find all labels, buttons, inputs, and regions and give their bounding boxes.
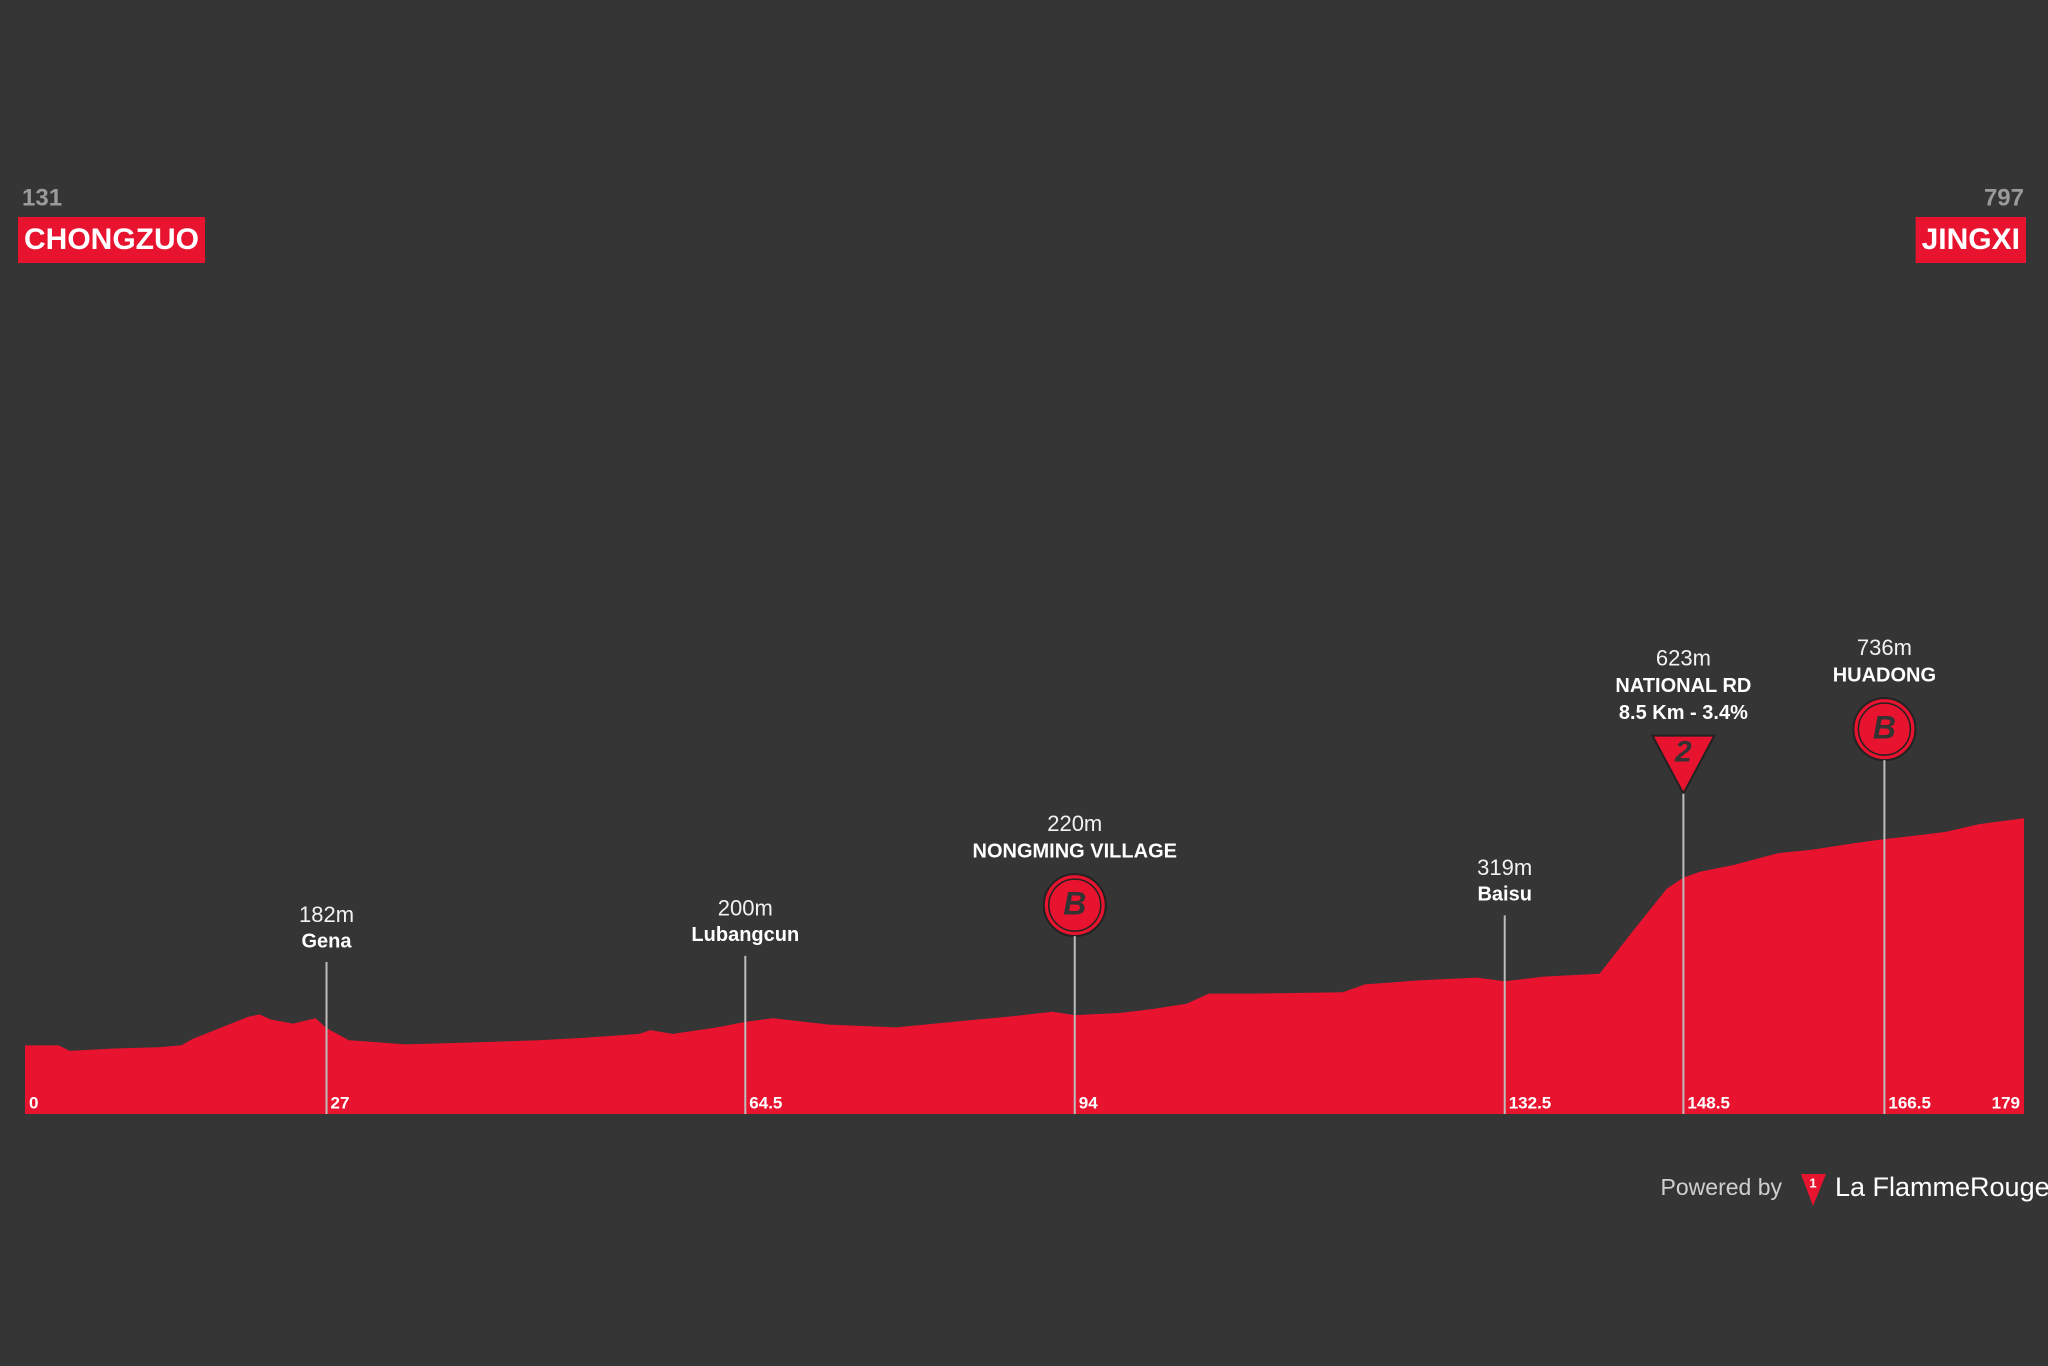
start-altitude: 131 (22, 184, 62, 211)
sprint-letter: B (1063, 886, 1086, 922)
km-label: 132.5 (1509, 1093, 1552, 1112)
waypoint-name: NATIONAL RD (1615, 675, 1751, 697)
km-label: 0 (29, 1093, 38, 1112)
km-label: 94 (1079, 1093, 1098, 1112)
waypoint-altitude: 220m (1047, 811, 1102, 836)
finish-box (1915, 217, 2026, 263)
start-name: CHONGZUO (24, 223, 199, 256)
waypoint-name: Gena (302, 930, 353, 952)
waypoint-name: Baisu (1477, 884, 1531, 906)
km-label: 27 (331, 1093, 350, 1112)
km-label: 148.5 (1687, 1093, 1730, 1112)
waypoint-altitude: 319m (1477, 855, 1532, 880)
waypoint-name: HUADONG (1833, 664, 1936, 686)
finish-altitude: 797 (1984, 184, 2024, 211)
sprint-badge (1857, 702, 1912, 756)
climb-category: 2 (1674, 736, 1692, 769)
waypoint-altitude: 623m (1656, 645, 1711, 670)
km-label: 166.5 (1888, 1093, 1931, 1112)
climb-marker (1650, 734, 1717, 796)
sprint-letter: B (1873, 710, 1896, 746)
waypoint-altitude: 182m (299, 902, 354, 927)
logo-flag (1801, 1174, 1826, 1206)
climb-detail: 8.5 Km - 3.4% (1619, 702, 1748, 724)
waypoint-altitude: 200m (718, 896, 773, 921)
sprint-badge (1048, 878, 1102, 932)
waypoint-name: Lubangcun (691, 924, 799, 946)
km-label: 64.5 (749, 1093, 782, 1112)
start-box (18, 217, 205, 263)
finish-name: JINGXI (1922, 223, 2020, 256)
waypoint-name: NONGMING VILLAGE (973, 840, 1177, 862)
powered-by: Powered by (1661, 1174, 1783, 1200)
logo-number: 1 (1809, 1175, 1816, 1190)
km-label: 179 (1992, 1093, 2020, 1112)
waypoint-altitude: 736m (1857, 635, 1912, 660)
brand: La FlammeRouge (1835, 1172, 2048, 1202)
elevation-area (25, 818, 2024, 1114)
